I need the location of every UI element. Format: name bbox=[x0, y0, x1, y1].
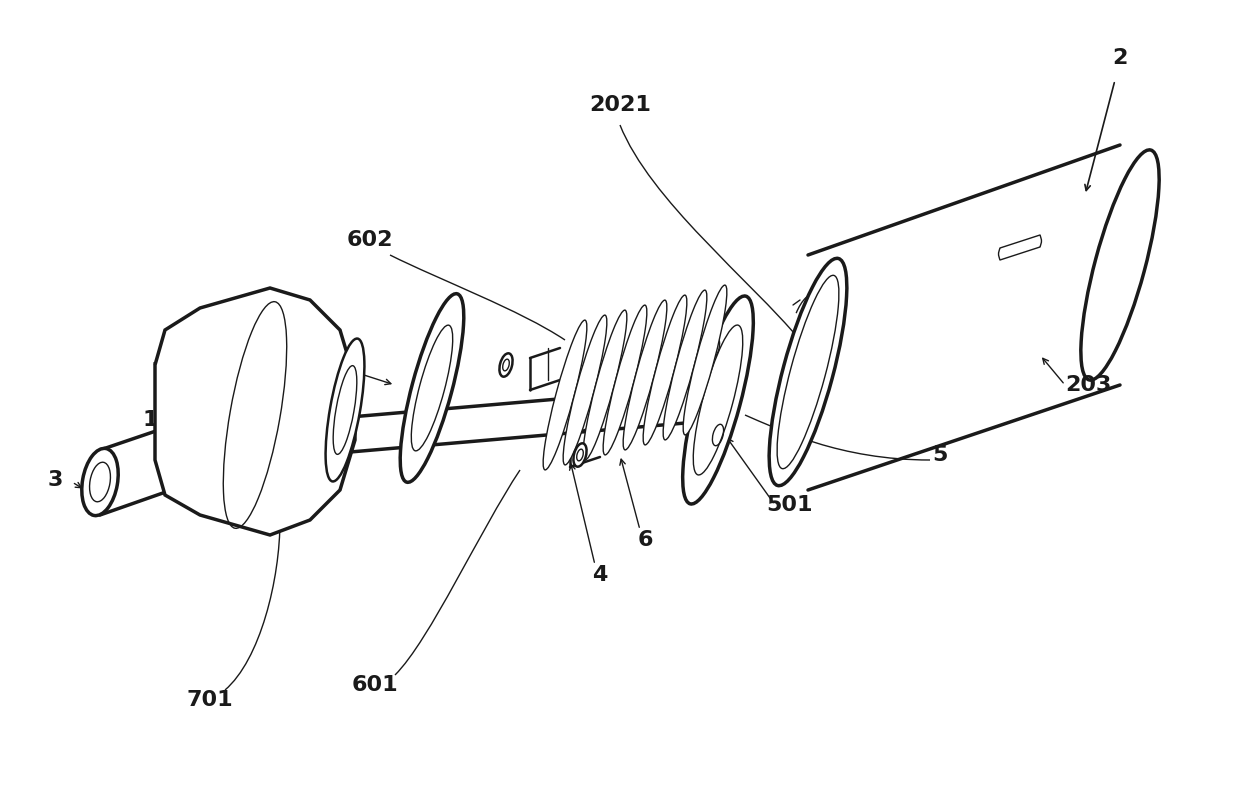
Text: 2021: 2021 bbox=[589, 95, 651, 115]
Ellipse shape bbox=[683, 296, 754, 504]
Text: 203: 203 bbox=[1065, 375, 1111, 395]
Text: 7: 7 bbox=[227, 315, 243, 335]
Text: 1: 1 bbox=[143, 410, 157, 430]
Ellipse shape bbox=[603, 305, 647, 455]
Ellipse shape bbox=[82, 448, 118, 515]
Ellipse shape bbox=[1081, 150, 1159, 380]
Ellipse shape bbox=[326, 338, 365, 481]
Ellipse shape bbox=[663, 290, 707, 440]
Ellipse shape bbox=[543, 320, 587, 470]
Ellipse shape bbox=[573, 443, 587, 467]
Ellipse shape bbox=[624, 300, 667, 450]
Text: 501: 501 bbox=[766, 495, 813, 515]
Text: 5: 5 bbox=[932, 445, 947, 465]
Ellipse shape bbox=[644, 295, 687, 445]
Text: 3: 3 bbox=[47, 470, 63, 490]
Ellipse shape bbox=[563, 315, 606, 465]
Text: 701: 701 bbox=[187, 690, 233, 710]
Ellipse shape bbox=[500, 354, 512, 377]
Ellipse shape bbox=[683, 285, 727, 435]
Ellipse shape bbox=[583, 310, 627, 460]
Text: 4: 4 bbox=[593, 565, 608, 585]
Ellipse shape bbox=[769, 258, 847, 485]
Text: 6: 6 bbox=[637, 530, 652, 550]
Text: 2: 2 bbox=[1112, 48, 1127, 68]
Ellipse shape bbox=[401, 294, 464, 482]
Polygon shape bbox=[155, 288, 355, 535]
Text: 702: 702 bbox=[151, 362, 198, 382]
Text: 601: 601 bbox=[352, 675, 398, 695]
Text: 602: 602 bbox=[347, 230, 393, 250]
